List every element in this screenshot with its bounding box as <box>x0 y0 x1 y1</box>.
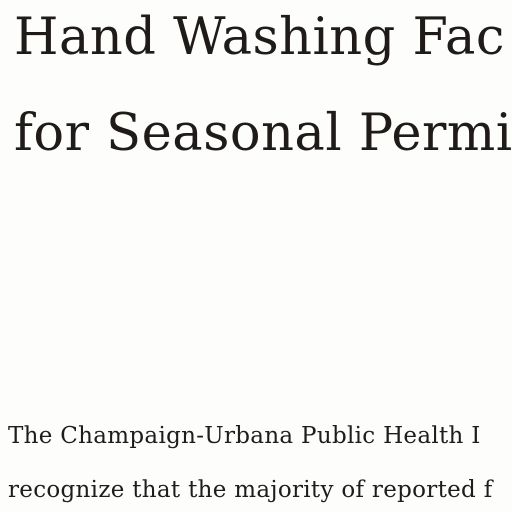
body-text-line-2: recognize that the majority of reported … <box>8 477 493 503</box>
title-line-1: Hand Washing Fac <box>14 8 505 67</box>
title-line-2: for Seasonal Permit <box>14 104 512 163</box>
body-text-line-1: The Champaign-Urbana Public Health I <box>8 423 481 449</box>
